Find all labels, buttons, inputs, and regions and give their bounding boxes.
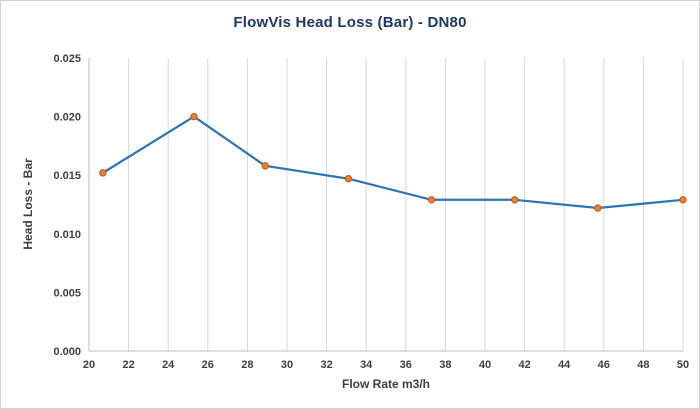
x-tick-label: 46 [598, 359, 610, 371]
y-tick-label: 0.025 [53, 53, 81, 65]
y-tick-label: 0.000 [53, 346, 81, 358]
y-tick-label: 0.020 [53, 112, 81, 124]
data-point-marker [344, 175, 353, 183]
x-tick-label: 24 [162, 359, 175, 371]
x-tick-label: 30 [281, 359, 293, 371]
y-tick-label: 0.010 [53, 229, 81, 241]
y-tick-label: 0.005 [53, 287, 81, 299]
chart-title: FlowVis Head Loss (Bar) - DN80 [233, 14, 467, 31]
data-point-marker [261, 162, 269, 170]
x-tick-label: 50 [677, 359, 689, 371]
data-point-marker [679, 196, 687, 204]
x-tick-label: 34 [360, 359, 373, 371]
x-tick-label: 22 [122, 359, 134, 371]
x-tick-label: 32 [320, 359, 332, 371]
x-tick-label: 48 [637, 359, 649, 371]
y-tick-label: 0.015 [53, 170, 81, 182]
x-tick-label: 42 [518, 359, 530, 371]
data-point-marker [594, 204, 602, 212]
x-tick-label: 40 [479, 359, 491, 371]
x-tick-label: 38 [439, 359, 451, 371]
x-axis-title: Flow Rate m3/h [341, 377, 431, 391]
data-point-marker [511, 196, 519, 204]
x-tick-label: 28 [241, 359, 253, 371]
x-tick-label: 44 [558, 359, 571, 371]
x-tick-label: 36 [400, 359, 412, 371]
x-tick-label: 20 [83, 359, 95, 371]
series-line [101, 115, 685, 210]
data-point-marker [427, 196, 436, 204]
data-point-marker [99, 169, 107, 177]
data-point-marker [190, 112, 198, 121]
x-tick-label: 26 [202, 359, 214, 371]
